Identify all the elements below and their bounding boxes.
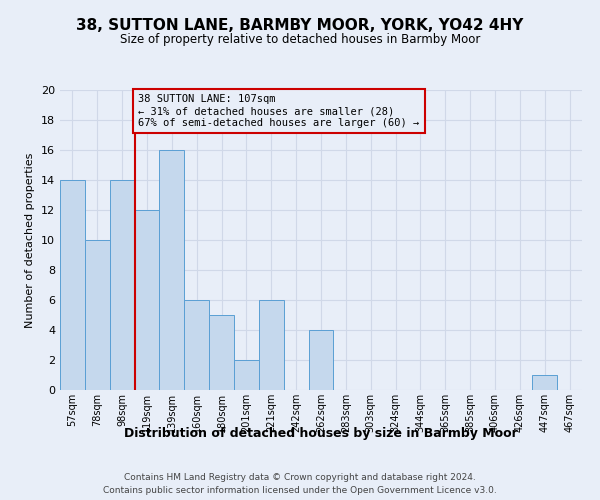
Y-axis label: Number of detached properties: Number of detached properties [25,152,35,328]
Text: Distribution of detached houses by size in Barmby Moor: Distribution of detached houses by size … [124,428,518,440]
Bar [134,210,160,390]
Bar [60,180,85,390]
Bar [308,330,334,390]
Text: Size of property relative to detached houses in Barmby Moor: Size of property relative to detached ho… [120,32,480,46]
Bar [209,315,234,390]
Bar [532,375,557,390]
Bar [110,180,134,390]
Text: 38 SUTTON LANE: 107sqm
← 31% of detached houses are smaller (28)
67% of semi-det: 38 SUTTON LANE: 107sqm ← 31% of detached… [138,94,419,128]
Text: 38, SUTTON LANE, BARMBY MOOR, YORK, YO42 4HY: 38, SUTTON LANE, BARMBY MOOR, YORK, YO42… [76,18,524,32]
Bar [85,240,110,390]
Text: Contains public sector information licensed under the Open Government Licence v3: Contains public sector information licen… [103,486,497,495]
Bar [184,300,209,390]
Text: Contains HM Land Registry data © Crown copyright and database right 2024.: Contains HM Land Registry data © Crown c… [124,472,476,482]
Bar [160,150,184,390]
Bar [234,360,259,390]
Bar [259,300,284,390]
